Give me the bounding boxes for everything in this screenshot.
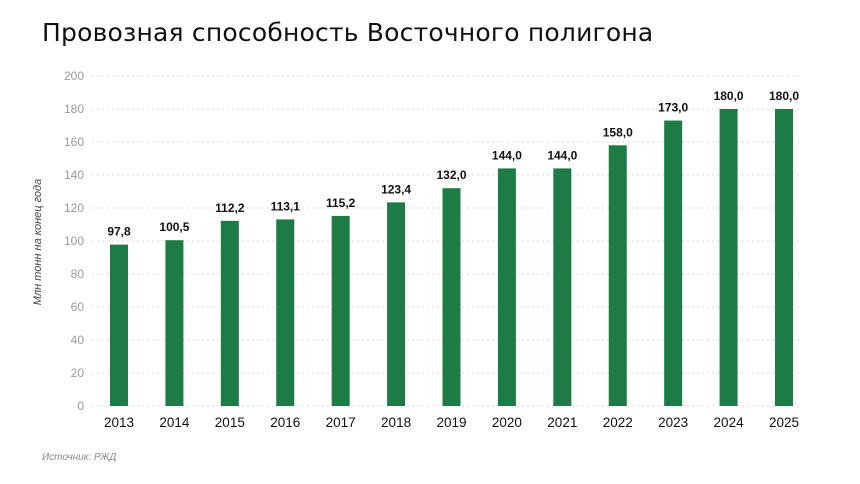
data-label: 180,0 — [714, 89, 744, 103]
data-label: 123,4 — [381, 182, 411, 196]
x-tick-label: 2013 — [104, 415, 134, 430]
bar — [276, 219, 295, 406]
bar — [664, 120, 683, 407]
data-label: 180,0 — [769, 89, 799, 103]
bar — [553, 168, 572, 406]
bar — [220, 220, 239, 406]
bar — [387, 202, 406, 406]
data-label: 112,2 — [215, 201, 245, 215]
x-tick-label: 2018 — [381, 415, 411, 430]
bar — [497, 168, 516, 406]
y-tick-label: 40 — [71, 333, 85, 347]
x-tick-label: 2021 — [547, 415, 577, 430]
bar — [775, 109, 793, 406]
y-tick-label: 200 — [64, 69, 84, 83]
data-label: 144,0 — [547, 148, 577, 162]
data-label: 158,0 — [603, 125, 633, 139]
y-tick-label: 60 — [71, 300, 85, 314]
data-label: 97,8 — [107, 225, 131, 239]
data-label: 113,1 — [271, 199, 301, 213]
x-tick-label: 2017 — [326, 415, 356, 430]
y-tick-labels: 0 20 40 60 80 100 120 140 160 180 200 — [64, 69, 84, 413]
data-label: 132,0 — [436, 168, 466, 182]
x-tick-label: 2014 — [159, 415, 190, 430]
x-tick-label: 2016 — [270, 415, 300, 430]
y-tick-label: 0 — [77, 399, 84, 413]
source-note: Источник: РЖД — [42, 452, 117, 463]
data-label: 173,0 — [658, 101, 688, 115]
chart-title: Провозная способность Восточного полигон… — [42, 18, 654, 47]
bar — [165, 240, 184, 406]
x-tick-label: 2024 — [714, 415, 745, 430]
data-label: 100,5 — [159, 220, 189, 234]
x-tick-label: 2020 — [492, 415, 522, 430]
bar — [442, 188, 461, 406]
y-tick-label: 140 — [64, 168, 84, 182]
bar — [608, 145, 627, 407]
y-tick-label: 80 — [71, 267, 85, 281]
x-tick-label: 2022 — [603, 415, 633, 430]
bar — [110, 244, 128, 406]
bar — [719, 109, 738, 406]
y-tick-label: 20 — [71, 366, 85, 380]
y-tick-label: 160 — [64, 135, 84, 149]
x-tick-label: 2015 — [215, 415, 245, 430]
data-label: 115,2 — [326, 196, 356, 210]
y-tick-label: 100 — [64, 234, 84, 248]
x-tick-label: 2023 — [658, 415, 688, 430]
bars — [110, 109, 793, 407]
data-labels: 97,8 100,5 112,2 113,1 115,2 123,4 132,0 144,0 1… — [107, 89, 799, 239]
data-label: 144,0 — [492, 148, 522, 162]
x-tick-labels: 2013 2014 2015 2016 2017 2018 2019 2020 2021 2022… — [104, 415, 799, 430]
x-tick-label: 2019 — [436, 415, 466, 430]
x-tick-label: 2025 — [769, 415, 799, 430]
bar — [331, 215, 350, 406]
y-tick-label: 120 — [64, 201, 84, 215]
y-tick-label: 180 — [64, 102, 84, 116]
